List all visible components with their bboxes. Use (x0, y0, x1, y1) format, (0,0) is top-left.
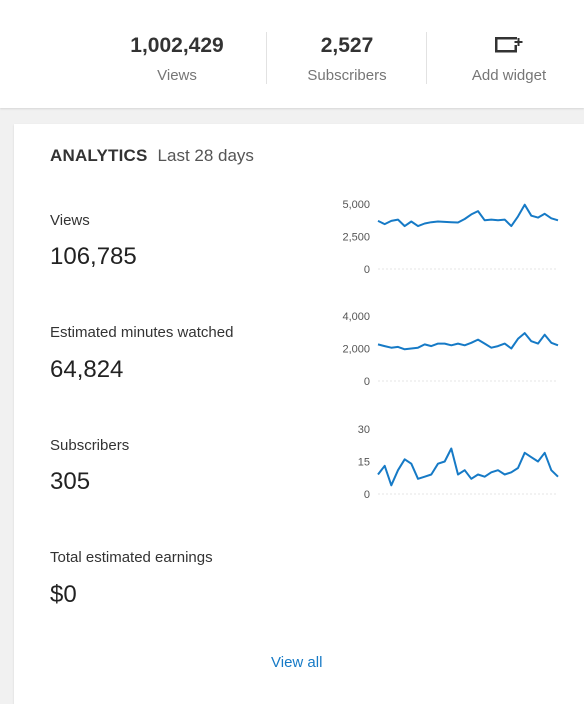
views-count: 1,002,429 (130, 34, 224, 57)
y-tick-label: 0 (364, 264, 370, 276)
y-tick-label: 5,000 (342, 199, 370, 211)
sparkline-series (377, 203, 559, 228)
subscribers-sparkline: 30 15 0 (358, 424, 559, 501)
divider (266, 32, 267, 84)
divider (426, 32, 427, 84)
channel-stats-bar: 1,002,429 Views 2,527 Subscribers Add wi… (0, 0, 584, 108)
earnings-metric-label: Total estimated earnings (50, 549, 213, 566)
analytics-card: ANALYTICS Last 28 days Views 106,785 5,00… (14, 124, 584, 704)
subscribers-label: Subscribers (307, 67, 387, 84)
subscribers-metric-label: Subscribers (50, 437, 130, 454)
y-tick-label: 2,000 (342, 344, 370, 356)
views-label: Views (157, 67, 197, 84)
add-widget-icon[interactable] (494, 34, 524, 56)
y-tick-label: 4,000 (342, 311, 370, 323)
sparkline-series (377, 332, 559, 351)
add-widget-label: Add widget (471, 67, 547, 84)
watch-time-sparkline: 4,000 2,000 0 (342, 311, 559, 388)
views-metric-label: Views (50, 212, 90, 229)
earnings-metric-value: $0 (50, 581, 77, 608)
views-metric-value: 106,785 (50, 243, 137, 270)
subscribers-count: 2,527 (320, 34, 374, 57)
y-tick-label: 2,500 (342, 232, 370, 244)
subscribers-metric-value: 305 (50, 468, 91, 495)
views-sparkline: 5,000 2,500 0 (342, 199, 559, 276)
add-widget-button[interactable]: Add widget (448, 0, 570, 108)
views-stat: 1,002,429 Views (112, 0, 242, 108)
y-tick-label: 15 (358, 457, 370, 469)
subscribers-stat: 2,527 Subscribers (282, 0, 412, 108)
y-tick-label: 0 (364, 489, 370, 501)
watch-time-metric-label: Estimated minutes watched (50, 324, 234, 341)
analytics-header: ANALYTICS Last 28 days (50, 146, 254, 166)
y-tick-label: 30 (358, 424, 370, 436)
sparkline-series (377, 447, 559, 487)
y-tick-label: 0 (364, 376, 370, 388)
watch-time-metric-value: 64,824 (50, 356, 124, 383)
view-all-link[interactable]: View all (271, 654, 323, 671)
analytics-period: Last 28 days (157, 146, 254, 165)
analytics-title: ANALYTICS (50, 146, 148, 165)
